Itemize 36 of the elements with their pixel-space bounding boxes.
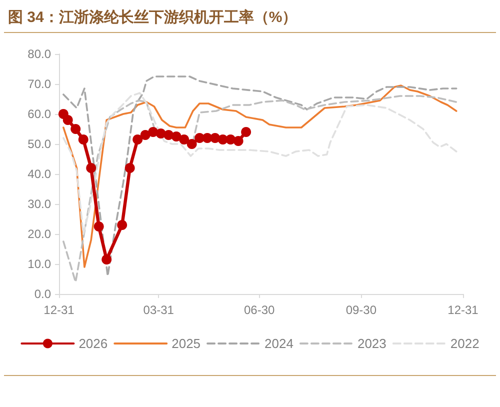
point [140, 130, 150, 140]
y-tick-label: 0.0 [34, 287, 52, 301]
legend-label: 2024 [264, 336, 294, 351]
chart-title: 图 34：江浙涤纶长丝下游织机开工率（%） [8, 8, 298, 26]
point [94, 222, 104, 232]
y-tick-label: 80.0 [28, 47, 52, 61]
y-tick-label: 60.0 [28, 107, 52, 121]
point [132, 134, 143, 144]
point [78, 134, 88, 144]
point [179, 134, 190, 144]
x-tick-label: 12-31 [448, 303, 479, 317]
legend-label: 2022 [450, 336, 480, 351]
x-tick-label: 12-31 [44, 303, 75, 317]
x-tick-label: 09-30 [346, 303, 377, 317]
y-tick-label: 30.0 [28, 197, 52, 211]
point [124, 163, 135, 173]
point [117, 220, 128, 230]
legend-label: 2026 [78, 336, 108, 351]
line-series [62, 92, 458, 235]
point [186, 139, 197, 149]
y-tick-label: 20.0 [28, 227, 52, 241]
point [62, 115, 73, 125]
point [70, 124, 81, 134]
legend-label: 2025 [172, 336, 201, 351]
x-tick-label: 06-30 [244, 303, 276, 317]
y-tick-label: 40.0 [28, 167, 52, 181]
y-tick-label: 50.0 [28, 137, 52, 151]
y-tick-label: 10.0 [28, 257, 52, 271]
point [233, 136, 244, 146]
point [86, 163, 96, 173]
x-tick-label: 03-31 [143, 303, 174, 317]
point [102, 254, 112, 264]
legend-label: 2023 [357, 336, 386, 351]
point [171, 132, 182, 142]
point [241, 127, 252, 137]
y-tick-label: 70.0 [28, 77, 52, 91]
